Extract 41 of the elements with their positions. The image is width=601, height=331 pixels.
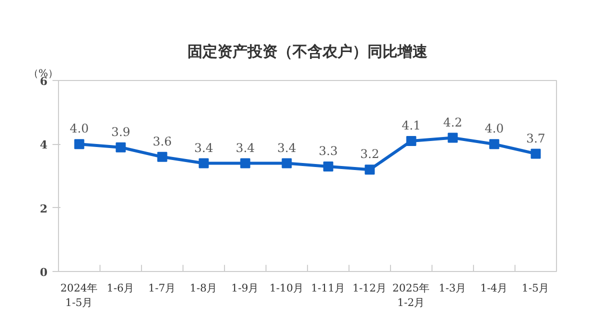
x-tick-label: 1-5月	[522, 282, 550, 294]
data-label: 4.2	[443, 115, 462, 130]
x-tick-label: 1-9月	[231, 282, 260, 294]
y-tick-label: 4	[40, 138, 48, 152]
point	[530, 148, 541, 159]
data-label: 3.6	[152, 134, 172, 148]
x-tick-label: 1-3月	[438, 282, 467, 294]
x-tick-label: 1-6月	[106, 282, 135, 294]
data-label: 4.0	[484, 122, 504, 136]
data-label: 3.3	[318, 144, 338, 158]
point	[74, 139, 84, 150]
x-tick-label: 1-8月	[190, 282, 218, 294]
x-tick-label: 1-4月	[480, 282, 508, 294]
data-label: 3.2	[360, 147, 380, 162]
point	[240, 158, 250, 168]
x-tick-label: 1-11月	[310, 282, 346, 294]
point	[489, 139, 500, 150]
data-label: 3.9	[111, 124, 130, 139]
point	[448, 132, 458, 143]
point	[157, 152, 168, 162]
chart-title: 固定资产投资（不含农户）同比增速	[188, 42, 428, 60]
point	[323, 161, 334, 172]
y-tick-label: 2	[40, 202, 48, 216]
data-label: 4.0	[70, 122, 89, 136]
x-tick-label: 1-10月	[269, 282, 304, 294]
point	[364, 164, 375, 175]
x-tick-label: 2025年 1-2月	[392, 282, 430, 309]
x-tick-label: 1-7月	[148, 282, 176, 294]
y-tick-label: 6	[40, 75, 48, 88]
x-tick-label: 2024年 1-5月	[60, 282, 98, 309]
data-label: 3.4	[194, 140, 214, 155]
point	[282, 158, 292, 168]
point	[406, 136, 416, 146]
data-label: 4.1	[402, 118, 421, 133]
data-label: 3.4	[277, 140, 297, 155]
y-tick-label: 0	[40, 266, 48, 279]
x-tick-label: 1-12月	[352, 282, 388, 294]
data-label: 3.4	[236, 140, 256, 155]
data-label: 3.7	[526, 131, 546, 146]
point	[116, 142, 126, 152]
point	[198, 158, 209, 168]
